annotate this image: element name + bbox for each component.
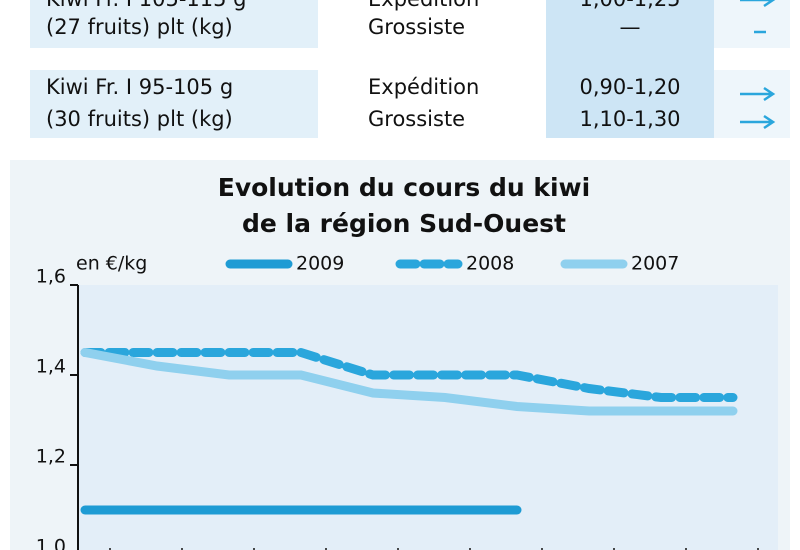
table-text: Grossiste bbox=[368, 15, 465, 39]
y-tick-label: 1,4 bbox=[36, 356, 66, 378]
legend-label: 2007 bbox=[631, 253, 679, 275]
line-series bbox=[80, 348, 738, 416]
y-tick-label: 1,0 bbox=[36, 536, 66, 550]
y-tick-label: 1,6 bbox=[36, 266, 66, 288]
table-text: Expédition bbox=[368, 75, 479, 99]
cell bbox=[30, 0, 318, 48]
table-text: 0,90-1,20 bbox=[579, 75, 680, 99]
trend-arrow bbox=[740, 0, 776, 130]
unit-label: en €/kg bbox=[76, 253, 147, 275]
table-text: (30 fruits) plt (kg) bbox=[46, 107, 233, 131]
price-column bbox=[546, 0, 714, 138]
table-text: Grossiste bbox=[368, 107, 465, 131]
table-text: Kiwi Fr. I 105-115 g bbox=[46, 0, 247, 11]
chart-title: de la région Sud-Ouest bbox=[242, 209, 566, 238]
table-text: 1,10-1,30 bbox=[579, 107, 680, 131]
cell bbox=[714, 70, 790, 138]
table-text: 1,00-1,25 bbox=[579, 0, 680, 11]
table-text: Expédition bbox=[368, 0, 479, 11]
legend-label: 2008 bbox=[466, 253, 514, 275]
table-text: Kiwi Fr. I 95-105 g bbox=[46, 75, 233, 99]
chart-title: Evolution du cours du kiwi bbox=[218, 173, 590, 202]
table-text: — bbox=[620, 15, 641, 39]
cell bbox=[714, 0, 790, 48]
line-series bbox=[80, 348, 738, 402]
table-text: (27 fruits) plt (kg) bbox=[46, 15, 233, 39]
y-tick-label: 1,2 bbox=[36, 446, 66, 468]
legend-label: 2009 bbox=[296, 253, 344, 275]
cell bbox=[30, 70, 318, 138]
